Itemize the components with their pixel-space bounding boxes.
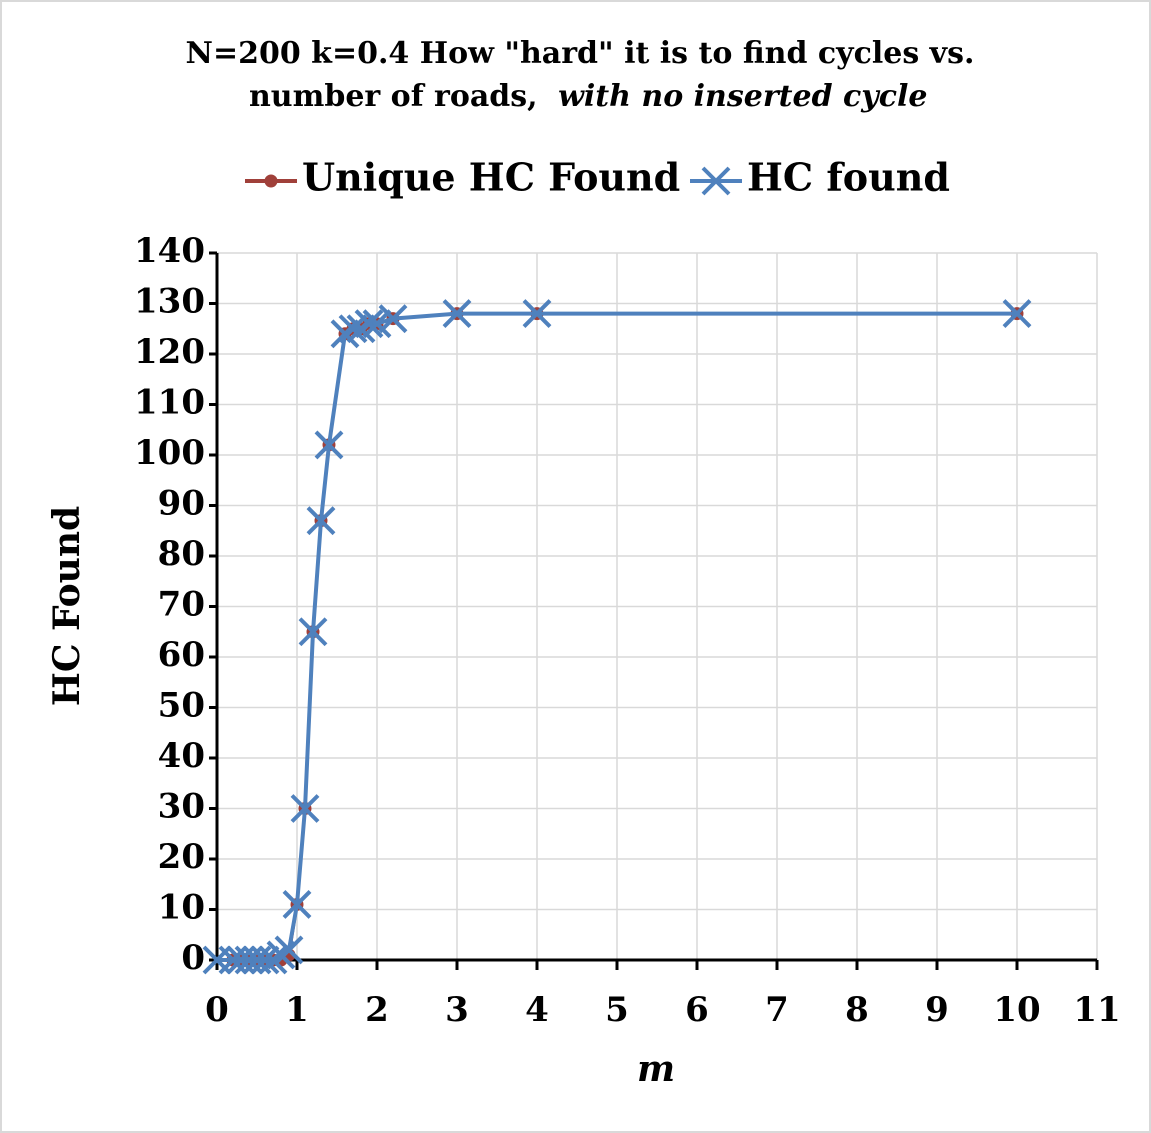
point <box>306 506 336 536</box>
legend-label: HC found <box>747 155 950 200</box>
x-tick-label: 2 <box>365 990 389 1030</box>
point <box>250 945 280 975</box>
chart-title-part: with no inserted cycle <box>558 79 927 114</box>
point <box>282 890 312 919</box>
point <box>378 304 408 334</box>
point <box>354 309 384 339</box>
x-tick-label: 4 <box>525 990 549 1030</box>
x-tick-label: 8 <box>845 990 869 1030</box>
x-tick-label: 6 <box>685 990 709 1030</box>
point <box>314 430 344 460</box>
y-tick-label: 100 <box>134 433 205 473</box>
y-tick-label: 70 <box>158 585 205 625</box>
y-tick-label: 30 <box>158 787 205 827</box>
y-tick-label: 90 <box>158 484 205 524</box>
y-tick-label: 110 <box>134 383 205 423</box>
point <box>522 299 552 329</box>
y-tick-label: 140 <box>134 231 205 271</box>
x-tick-label: 3 <box>445 990 469 1030</box>
y-tick-label: 80 <box>158 534 205 574</box>
y-tick-label: 20 <box>158 837 205 877</box>
y-tick-label: 120 <box>134 332 205 372</box>
point <box>266 940 296 970</box>
x-tick-label: 11 <box>1073 990 1120 1030</box>
point <box>330 319 360 349</box>
y-tick-label: 60 <box>158 635 205 675</box>
point <box>274 935 304 965</box>
point <box>1002 299 1032 329</box>
y-tick-label: 130 <box>134 282 205 322</box>
y-axis-label: HC Found <box>46 506 88 706</box>
x-tick-label: 1 <box>285 990 309 1030</box>
x-tick-label: 0 <box>205 990 229 1030</box>
chart-title-part: number of roads, <box>249 79 538 114</box>
point <box>362 309 392 339</box>
y-tick-label: 10 <box>158 888 205 928</box>
y-tick-label: 50 <box>158 686 205 726</box>
y-tick-label: 40 <box>158 736 205 776</box>
series <box>202 299 1032 975</box>
point <box>442 299 472 329</box>
x-tick-label: 10 <box>993 990 1040 1030</box>
x-tick-label: 9 <box>925 990 949 1030</box>
point <box>290 794 320 823</box>
x-axis-label: m <box>637 1048 675 1090</box>
x-tick-label: 5 <box>605 990 629 1030</box>
point <box>258 945 288 975</box>
point <box>338 314 368 344</box>
legend-marker <box>264 174 278 188</box>
chart-title: number of roads, with no inserted cycle <box>249 79 927 114</box>
legend-label: Unique HC Found <box>302 155 680 200</box>
point <box>346 314 376 344</box>
chart-title: N=200 k=0.4 How "hard" it is to find cyc… <box>186 36 975 71</box>
legend-marker <box>701 166 731 196</box>
y-tick-label: 0 <box>181 938 205 978</box>
point <box>298 617 328 647</box>
x-tick-label: 7 <box>765 990 789 1030</box>
